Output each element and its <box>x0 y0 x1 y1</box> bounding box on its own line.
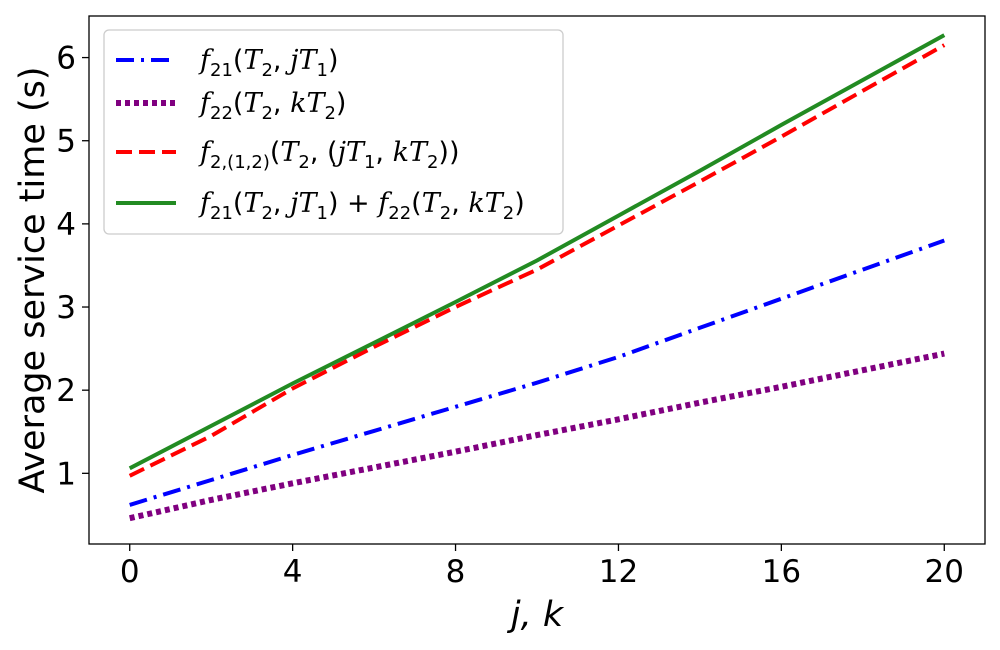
x-tick-label: 12 <box>599 554 638 590</box>
legend-box <box>103 29 564 235</box>
series-line-4 <box>128 33 946 471</box>
x-tick-label: 8 <box>446 554 466 590</box>
y-tick-label: 3 <box>56 290 76 326</box>
x-tick-label: 20 <box>925 554 964 590</box>
x-tick-label: 16 <box>762 554 801 590</box>
y-tick-label: 1 <box>56 456 76 492</box>
legend-label-sum: f21(T2, jT1) + f22(T2, kT2) <box>198 188 525 224</box>
plot-frame <box>88 15 986 545</box>
x-tick-label: 0 <box>120 554 140 590</box>
legend-label-f22: f22(T2, kT2) <box>198 88 346 124</box>
legend-label-f2-12: f2,(1,2)(T2, (jT1, kT2)) <box>198 137 460 173</box>
legend: f21(T2, jT1) f22(T2, kT2) f2,(1,2)(T2, (… <box>103 29 564 235</box>
y-tick-label: 5 <box>56 124 76 160</box>
y-tick-label: 4 <box>56 207 76 243</box>
series-line-3 <box>128 43 946 478</box>
series-line-1 <box>129 238 945 507</box>
series-layer <box>128 33 946 522</box>
x-axis-title-text: j, k <box>507 595 565 635</box>
y-axis-title: Average service time (s) <box>13 66 53 493</box>
series-line-2 <box>129 350 945 522</box>
x-axis-title: j, k <box>507 595 565 635</box>
x-tick-label: 4 <box>283 554 303 590</box>
y-tick-label: 2 <box>56 373 76 409</box>
y-tick-label: 6 <box>56 41 76 77</box>
